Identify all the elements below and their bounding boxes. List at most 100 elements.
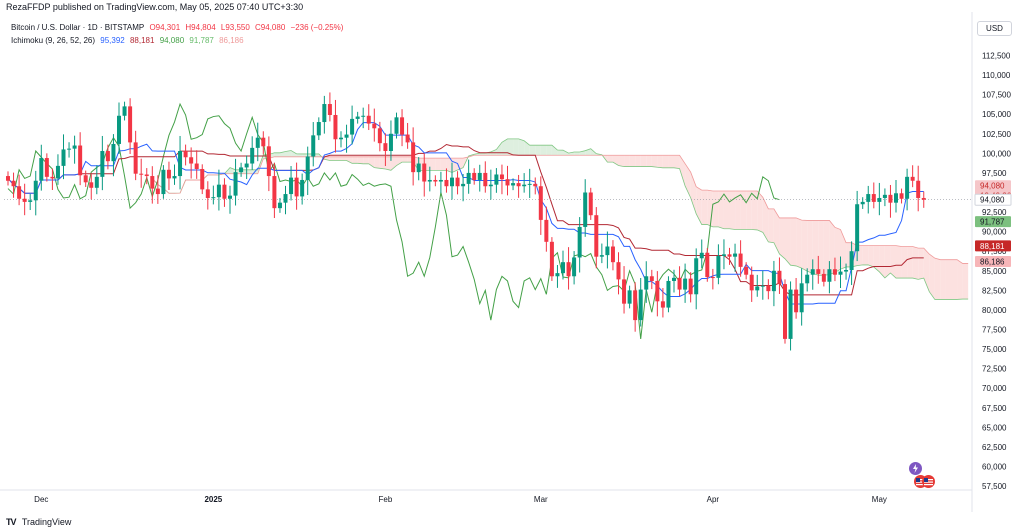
indicator-legend-row[interactable]: Ichimoku (9, 26, 52, 26) 95,392 88,181 9… <box>11 34 346 47</box>
tradingview-logo-icon[interactable]: TV <box>6 517 16 527</box>
y-tick-label: 102,500 <box>982 130 1011 139</box>
symbol-name[interactable]: Bitcoin / U.S. Dollar · 1D · BITSTAMP <box>11 23 145 32</box>
candle-body <box>727 254 732 257</box>
ohlc-low: L93,550 <box>220 23 250 32</box>
candle-body <box>383 143 388 152</box>
candle-body <box>660 301 665 308</box>
y-tick-label: 72,500 <box>982 365 1007 374</box>
candle-body <box>888 194 893 203</box>
y-tick-label: 85,000 <box>982 267 1007 276</box>
price-tag-base <box>975 240 1011 252</box>
ichimoku-cloud-segment <box>796 217 802 269</box>
ichimoku-cloud-segment <box>374 156 380 169</box>
candle-body <box>649 276 654 281</box>
x-tick-label: Mar <box>533 495 548 504</box>
y-tick-label: 67,500 <box>982 404 1007 413</box>
candle-body <box>694 258 699 295</box>
candle-body <box>422 163 427 182</box>
candle-body <box>289 177 294 195</box>
lead-b-value: 86,186 <box>219 36 244 45</box>
candle-body <box>860 201 865 205</box>
indicator-name[interactable]: Ichimoku (9, 26, 52, 26) <box>11 36 96 45</box>
candle-body <box>166 169 171 179</box>
candle-body <box>499 174 504 180</box>
symbol-legend-row[interactable]: Bitcoin / U.S. Dollar · 1D · BITSTAMP O9… <box>11 21 346 34</box>
candle-body <box>6 176 10 181</box>
senkou-span-a-line <box>152 138 969 300</box>
candle-body <box>494 174 499 185</box>
candle-body <box>461 183 466 187</box>
candle-body <box>411 142 416 173</box>
candle-body <box>799 283 804 313</box>
candle-body <box>155 188 160 195</box>
ichimoku-cloud-segment <box>651 155 658 168</box>
tradingview-brand[interactable]: TradingView <box>21 517 72 527</box>
candle-body <box>921 197 926 200</box>
candle-body <box>638 289 643 321</box>
ohlc-high: H94,804 <box>185 23 216 32</box>
ichimoku-cloud-segment <box>357 156 364 164</box>
candle-body <box>105 151 110 162</box>
candle-body <box>266 146 271 177</box>
ichimoku-cloud-segment <box>440 158 447 171</box>
candle-body <box>821 273 826 282</box>
ichimoku-cloud-segment <box>801 220 808 272</box>
ichimoku-cloud-segment <box>535 145 541 156</box>
chart-area[interactable]: 112,500 110,000 107,500 105,000 102,500 100,0… <box>0 12 1024 512</box>
ichimoku-cloud-segment <box>402 156 408 163</box>
candle-body <box>488 184 493 187</box>
candle-body <box>788 289 793 339</box>
candle-body <box>39 158 44 181</box>
candle-body <box>122 106 127 116</box>
candle-body <box>444 179 449 187</box>
ichimoku-cloud-segment <box>629 155 636 167</box>
candle-body <box>455 177 460 187</box>
ichimoku-cloud-segment <box>940 259 946 300</box>
x-tick-label: Apr <box>706 495 720 504</box>
ichimoku-cloud-segment <box>751 191 758 230</box>
candle-body <box>882 194 887 198</box>
currency-button[interactable]: USD <box>977 21 1012 36</box>
ichimoku-cloud-segment <box>246 169 253 174</box>
chikou-lagging-line <box>7 102 780 339</box>
candle-body <box>300 179 305 197</box>
ichimoku-cloud-segment <box>390 156 397 171</box>
candle-body <box>733 253 738 257</box>
candle-body <box>61 149 66 166</box>
y-tick-label: 82,500 <box>982 286 1007 295</box>
us-flag-icon-2[interactable] <box>922 475 935 488</box>
ichimoku-cloud-segment <box>324 156 330 161</box>
conversion-value: 95,392 <box>100 36 125 45</box>
ichimoku-cloud-segment <box>501 138 508 156</box>
lightning-icon[interactable] <box>909 462 922 475</box>
ichimoku-cloud-segment <box>496 142 502 156</box>
candle-body <box>561 262 565 274</box>
ichimoku-cloud-segment <box>446 158 452 173</box>
candle-body <box>17 186 22 199</box>
candle-body <box>522 184 527 187</box>
ichimoku-cloud-segment <box>563 150 569 156</box>
ichimoku-cloud-segment <box>896 245 902 279</box>
candle-body <box>172 176 177 179</box>
ichimoku-cloud-segment <box>540 145 547 156</box>
candle-body <box>605 246 610 256</box>
candle-body <box>516 183 521 187</box>
ichimoku-cloud-segment <box>912 246 919 280</box>
time-axis[interactable]: Dec 2025 Feb Mar Apr May <box>0 490 970 508</box>
ichimoku-cloud-segment <box>907 246 913 279</box>
y-tick-label: 110,000 <box>982 71 1011 80</box>
ichimoku-cloud-segment <box>918 248 924 280</box>
ichimoku-cloud-segment <box>396 156 403 166</box>
candle-body <box>333 114 338 140</box>
candle-body <box>544 219 549 242</box>
price-chart[interactable]: 112,500 110,000 107,500 105,000 102,500 100,0… <box>0 12 1024 512</box>
candle-body <box>505 179 510 186</box>
candle-body <box>355 116 360 119</box>
y-tick-label: 75,000 <box>982 345 1007 354</box>
ichimoku-cloud-segment <box>807 220 813 274</box>
candle-body <box>794 289 799 313</box>
ichimoku-cloud-segment <box>341 156 347 161</box>
price-tag-label-lagging: 94,080 <box>980 196 1005 205</box>
x-tick-label: 2025 <box>204 495 223 504</box>
price-tag-label-lead_a: 91,787 <box>980 218 1005 227</box>
